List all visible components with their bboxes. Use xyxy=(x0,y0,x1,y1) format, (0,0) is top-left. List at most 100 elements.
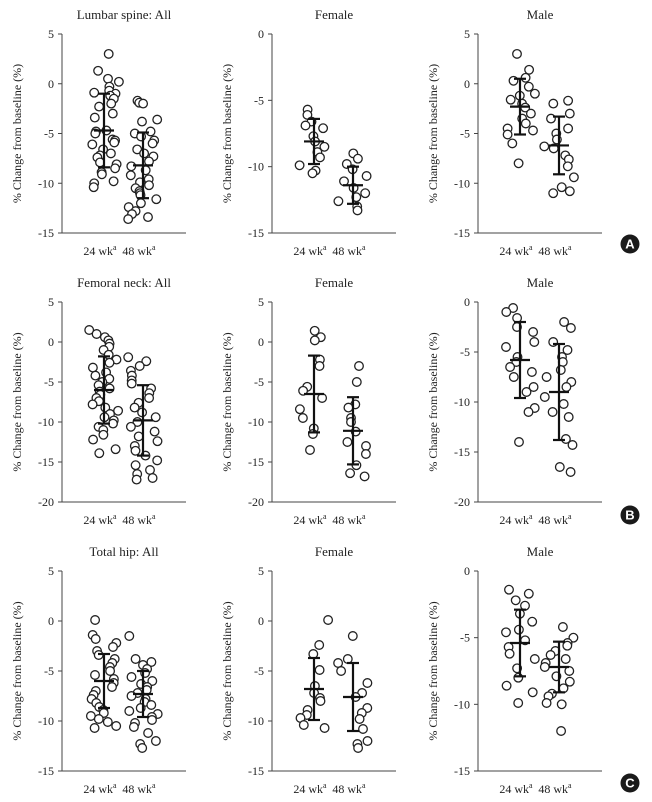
data-point xyxy=(90,615,101,625)
x-category-label: 48 wka xyxy=(332,512,366,527)
data-point xyxy=(147,473,158,483)
data-point xyxy=(504,648,515,659)
data-point xyxy=(567,440,578,450)
y-axis-label: % Change from baseline (%) xyxy=(426,64,440,203)
data-point xyxy=(144,393,155,403)
data-point xyxy=(145,465,155,475)
data-point xyxy=(314,361,325,371)
data-group xyxy=(294,325,328,455)
x-category-text: 24 wk xyxy=(293,513,323,527)
data-point xyxy=(508,372,519,382)
data-point xyxy=(298,720,309,730)
data-point xyxy=(361,171,372,181)
x-category-label: 24 wka xyxy=(83,243,117,258)
y-tick-label: -20 xyxy=(248,495,264,509)
data-point xyxy=(125,170,136,181)
data-point xyxy=(501,680,512,691)
x-category-text: 24 wk xyxy=(83,782,113,796)
data-point xyxy=(133,431,144,442)
y-tick-label: -15 xyxy=(454,445,470,459)
data-point xyxy=(563,123,574,134)
data-point xyxy=(362,736,373,746)
panel-badge: A xyxy=(620,234,640,254)
x-category-text: 48 wk xyxy=(122,513,152,527)
x-category-superscript: a xyxy=(152,243,156,252)
data-point xyxy=(137,743,148,753)
data-point xyxy=(93,714,104,724)
y-tick-label: 0 xyxy=(258,335,264,349)
y-tick-label: -20 xyxy=(454,495,470,509)
x-category-label: 24 wka xyxy=(83,781,117,796)
data-point xyxy=(91,329,102,339)
data-group xyxy=(333,631,373,753)
y-tick-label: 0 xyxy=(48,614,54,628)
y-tick-label: -5 xyxy=(460,631,470,645)
x-category-superscript: a xyxy=(362,243,366,252)
x-category-superscript: a xyxy=(323,512,327,521)
y-tick-label: -15 xyxy=(248,226,264,240)
y-axis-label: % Change from baseline (%) xyxy=(10,64,24,203)
x-category-label: 48 wka xyxy=(538,243,572,258)
data-point xyxy=(147,715,157,725)
x-category-text: 24 wk xyxy=(499,513,529,527)
data-point xyxy=(146,657,157,667)
panel-badge-label: B xyxy=(625,508,634,523)
data-point xyxy=(521,387,532,397)
data-point xyxy=(513,698,524,708)
data-point xyxy=(333,658,344,668)
x-category-superscript: a xyxy=(568,512,572,521)
data-point xyxy=(131,474,142,485)
data-point xyxy=(513,672,524,683)
data-point xyxy=(563,95,574,106)
x-category-label: 24 wka xyxy=(499,243,533,258)
y-tick-label: -10 xyxy=(248,714,264,728)
y-tick-label: -5 xyxy=(460,345,470,359)
data-point xyxy=(87,139,98,150)
x-category-text: 48 wk xyxy=(122,244,152,258)
x-category-superscript: a xyxy=(152,781,156,790)
y-tick-label: -10 xyxy=(248,415,264,429)
data-group xyxy=(539,622,579,736)
data-point xyxy=(345,468,356,479)
x-category-label: 24 wka xyxy=(83,512,117,527)
data-point xyxy=(309,335,320,346)
data-point xyxy=(336,666,347,676)
data-point xyxy=(98,429,109,440)
y-tick-label: 5 xyxy=(48,564,54,578)
y-tick-label: -5 xyxy=(44,127,54,141)
data-point xyxy=(88,434,99,445)
data-point xyxy=(294,160,305,171)
x-category-label: 24 wka xyxy=(293,243,327,258)
data-point xyxy=(513,158,524,169)
data-group xyxy=(502,48,540,169)
data-point xyxy=(520,118,531,129)
data-point xyxy=(525,108,536,119)
data-point xyxy=(123,352,134,363)
data-point xyxy=(108,176,119,187)
data-point xyxy=(358,724,368,734)
data-point xyxy=(113,76,124,87)
x-category-superscript: a xyxy=(568,781,572,790)
data-point xyxy=(150,736,161,746)
data-point xyxy=(137,116,147,127)
data-point xyxy=(507,138,518,149)
data-point xyxy=(94,101,105,112)
data-point xyxy=(362,678,373,688)
data-point xyxy=(124,706,135,716)
y-axis-label: % Change from baseline (%) xyxy=(220,601,234,740)
data-point xyxy=(128,722,139,732)
data-point xyxy=(84,325,95,335)
x-category-label: 48 wka xyxy=(122,781,156,796)
data-point xyxy=(512,48,522,59)
data-group xyxy=(294,104,330,179)
data-point xyxy=(501,627,511,638)
data-point xyxy=(319,141,330,152)
data-point xyxy=(150,412,161,423)
data-group xyxy=(539,95,579,199)
data-point xyxy=(555,365,566,375)
data-point xyxy=(323,615,334,625)
data-point xyxy=(510,595,521,606)
data-point xyxy=(563,412,574,422)
y-axis-label: % Change from baseline (%) xyxy=(426,601,440,740)
